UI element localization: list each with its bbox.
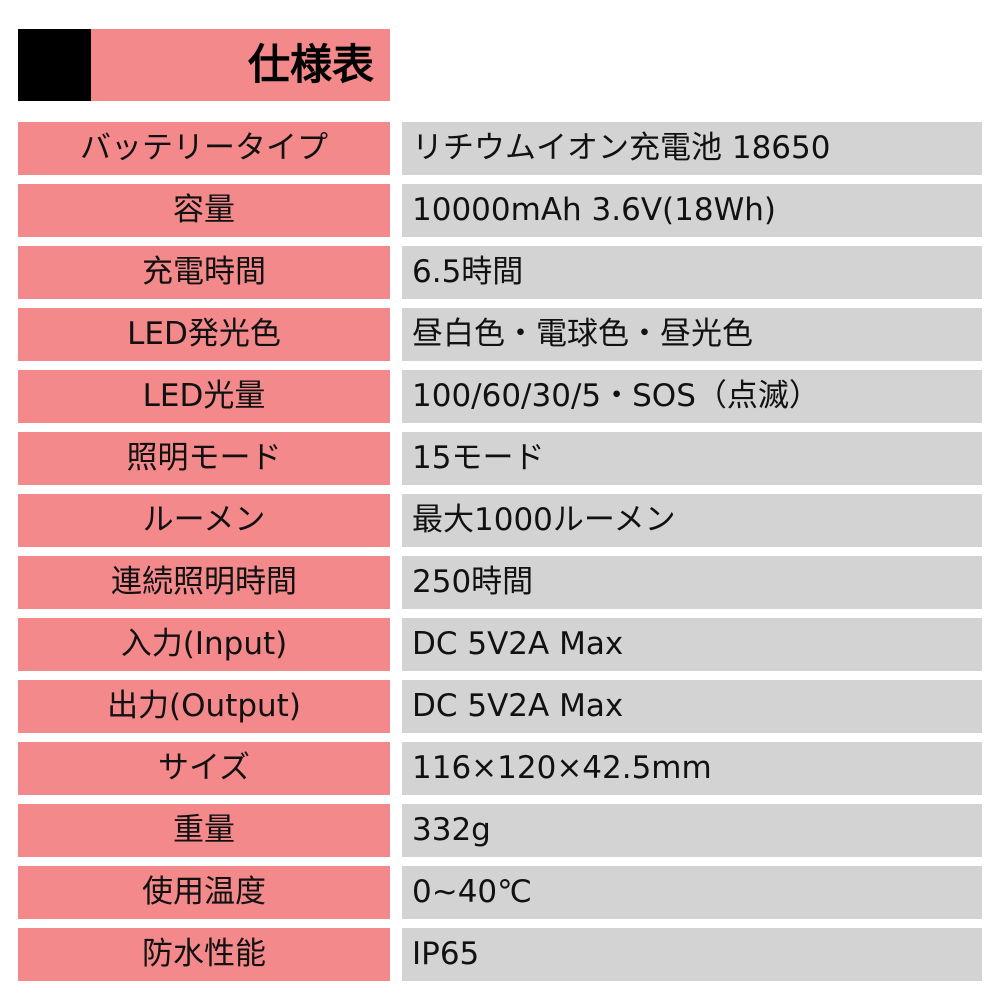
spec-label: 重量: [18, 804, 390, 857]
spec-row: バッテリータイプ リチウムイオン充電池 18650: [18, 122, 982, 175]
spec-value: 116×120×42.5mm: [402, 742, 982, 795]
spec-row: 出力(Output) DC 5V2A Max: [18, 680, 982, 733]
spec-label: 容量: [18, 184, 390, 237]
spec-value: 0~40℃: [402, 866, 982, 919]
spec-value: 100/60/30/5・SOS（点滅）: [402, 370, 982, 423]
spec-row: ルーメン 最大1000ルーメン: [18, 494, 982, 547]
spec-value: 6.5時間: [402, 246, 982, 299]
spec-label: 入力(Input): [18, 618, 390, 671]
spec-row: 重量 332g: [18, 804, 982, 857]
spec-row: LED発光色 昼白色・電球色・昼光色: [18, 308, 982, 361]
spec-label: サイズ: [18, 742, 390, 795]
spec-label: LED光量: [18, 370, 390, 423]
spec-label: バッテリータイプ: [18, 122, 390, 175]
spec-label: 防水性能: [18, 928, 390, 981]
spec-value: 昼白色・電球色・昼光色: [402, 308, 982, 361]
spec-value: 10000mAh 3.6V(18Wh): [402, 184, 982, 237]
page-title: 仕様表: [247, 40, 374, 89]
spec-value: 15モード: [402, 432, 982, 485]
header-black-block: [18, 29, 91, 101]
spec-label: LED発光色: [18, 308, 390, 361]
spec-row: 照明モード 15モード: [18, 432, 982, 485]
spec-label: 連続照明時間: [18, 556, 390, 609]
spec-header: 仕様表: [18, 29, 390, 101]
spec-row: 防水性能 IP65: [18, 928, 982, 981]
spec-value: 250時間: [402, 556, 982, 609]
spec-value: 最大1000ルーメン: [402, 494, 982, 547]
spec-label: 使用温度: [18, 866, 390, 919]
spec-label: 出力(Output): [18, 680, 390, 733]
spec-label: 照明モード: [18, 432, 390, 485]
spec-row: サイズ 116×120×42.5mm: [18, 742, 982, 795]
spec-label: 充電時間: [18, 246, 390, 299]
spec-value: リチウムイオン充電池 18650: [402, 122, 982, 175]
spec-value: DC 5V2A Max: [402, 680, 982, 733]
spec-row: 使用温度 0~40℃: [18, 866, 982, 919]
spec-value: DC 5V2A Max: [402, 618, 982, 671]
spec-value: 332g: [402, 804, 982, 857]
spec-row: 連続照明時間 250時間: [18, 556, 982, 609]
spec-row: 入力(Input) DC 5V2A Max: [18, 618, 982, 671]
spec-value: IP65: [402, 928, 982, 981]
spec-table: バッテリータイプ リチウムイオン充電池 18650 容量 10000mAh 3.6V(…: [18, 122, 982, 990]
spec-row: LED光量 100/60/30/5・SOS（点滅）: [18, 370, 982, 423]
spec-row: 容量 10000mAh 3.6V(18Wh): [18, 184, 982, 237]
spec-label: ルーメン: [18, 494, 390, 547]
spec-row: 充電時間 6.5時間: [18, 246, 982, 299]
